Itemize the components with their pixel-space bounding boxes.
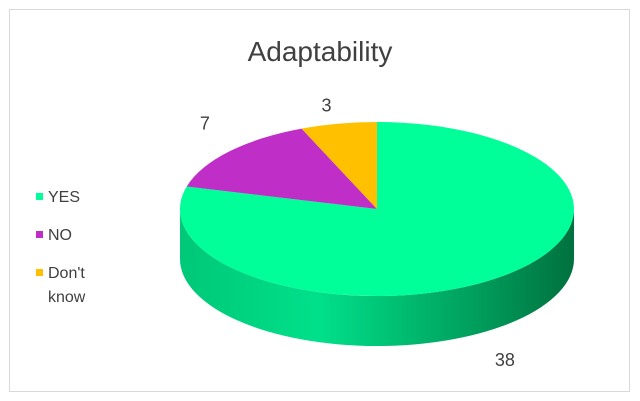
legend-item-yes: YES xyxy=(36,186,90,210)
data-label-no: 7 xyxy=(200,114,210,134)
legend-label-dont-know: Don't know xyxy=(48,265,86,306)
chart-title: Adaptability xyxy=(247,36,393,67)
pie-slice-yes xyxy=(180,122,574,296)
pie-slice-dont-know xyxy=(301,122,377,209)
pie-slice-no xyxy=(186,128,377,209)
legend-label-no: NO xyxy=(48,227,72,244)
legend: YES NO Don't know xyxy=(36,186,90,310)
legend-item-dont-know: Don't know xyxy=(36,262,90,310)
legend-item-no: NO xyxy=(36,224,90,248)
data-labels: 38 7 3 xyxy=(200,96,515,370)
legend-swatch-dont-know xyxy=(36,269,43,276)
legend-swatch-no xyxy=(36,231,43,238)
data-label-dont-know: 3 xyxy=(322,96,332,116)
legend-swatch-yes xyxy=(36,193,43,200)
data-label-yes: 38 xyxy=(495,350,515,370)
pie-side-wall-yes xyxy=(180,209,574,346)
pie-slices xyxy=(180,122,574,296)
legend-label-yes: YES xyxy=(48,189,81,206)
pie-side xyxy=(180,209,574,346)
